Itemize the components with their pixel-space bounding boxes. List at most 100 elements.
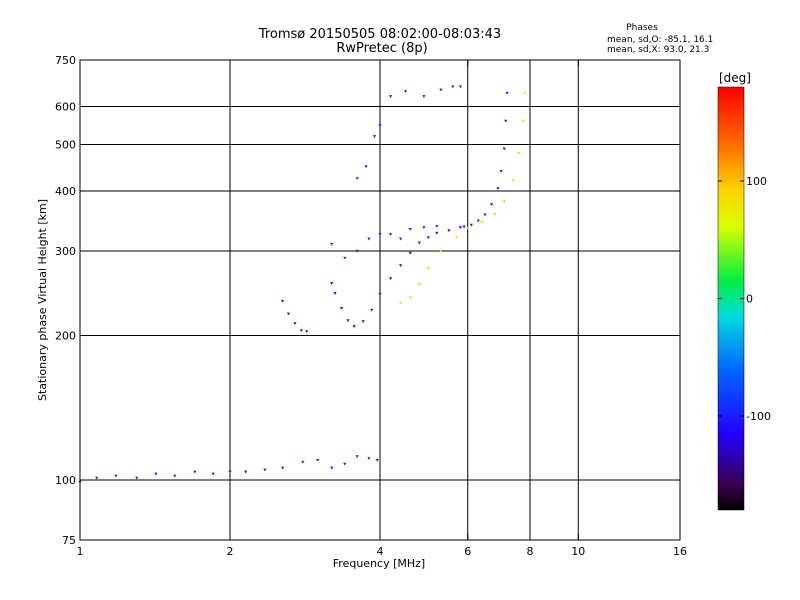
data-point (364, 165, 368, 169)
data-point (305, 330, 309, 334)
data-point (521, 119, 525, 123)
grid-lines (80, 60, 680, 540)
data-point (469, 223, 473, 227)
data-point (426, 267, 430, 270)
data-point (462, 225, 466, 229)
data-point (522, 91, 527, 95)
colorbar-tick-label: -100 (746, 410, 771, 423)
data-point (333, 292, 337, 295)
data-point (458, 85, 463, 89)
data-point (378, 233, 382, 236)
colorbar-ticks: -100 0 100 (718, 175, 771, 423)
data-point (517, 151, 521, 155)
data-point (211, 472, 215, 476)
data-point (499, 169, 503, 173)
data-point (426, 236, 430, 240)
data-point (496, 187, 500, 191)
data-point (375, 458, 379, 462)
data-point (361, 320, 365, 324)
chart-title: Tromsø 20150505 08:02:00-08:03:43 (258, 27, 501, 42)
y-tick-label: 600 (55, 101, 76, 114)
data-point (228, 470, 232, 474)
data-point (346, 319, 350, 323)
data-point (370, 308, 374, 312)
data-point (408, 296, 412, 300)
x-tick-label: 1 (77, 545, 84, 558)
data-points (78, 85, 527, 484)
data-point (388, 277, 393, 281)
data-point (399, 301, 403, 305)
data-point (95, 476, 99, 480)
data-point (422, 95, 426, 98)
y-tick-label: 75 (62, 534, 76, 547)
data-point (408, 228, 412, 231)
data-point (439, 249, 443, 253)
data-point (417, 282, 422, 286)
data-point (435, 231, 439, 235)
y-axis-label: Stationary phase Virtual Height [km] (36, 199, 49, 401)
data-point (399, 264, 403, 267)
chart-subtitle: RwPretec (8p) (336, 41, 427, 56)
colorbar (717, 86, 745, 511)
axis-ticks: 1 2 4 6 8 10 16 75 100 200 300 400 500 600 750 (55, 54, 687, 558)
x-tick-label: 10 (571, 545, 585, 558)
x-tick-label: 16 (673, 545, 687, 558)
data-point (367, 457, 371, 460)
data-point (455, 236, 459, 240)
data-point (378, 292, 382, 296)
data-point (417, 241, 422, 245)
data-point (493, 212, 497, 216)
data-point (154, 472, 158, 476)
data-point (388, 233, 393, 236)
data-point (352, 325, 356, 328)
data-point (316, 458, 320, 462)
data-point (502, 200, 506, 204)
data-point (286, 312, 291, 316)
data-point (330, 282, 334, 285)
data-point (504, 119, 508, 123)
stats-o-mode: mean, sd,O: -85.1, 16.1 (607, 35, 713, 45)
data-point (330, 242, 334, 246)
data-point (451, 85, 455, 89)
x-tick-label: 6 (464, 545, 471, 558)
data-point (403, 90, 408, 94)
stats-x-mode: mean, sd,X: 93.0, 21.3 (607, 45, 709, 55)
data-point (388, 95, 393, 98)
y-tick-label: 200 (55, 330, 76, 343)
data-point (408, 251, 412, 255)
data-point (422, 226, 426, 229)
data-point (476, 219, 480, 223)
data-point (293, 322, 297, 325)
data-point (301, 460, 305, 464)
data-point (280, 466, 285, 470)
data-point (280, 299, 285, 303)
data-point (435, 224, 439, 228)
data-point (490, 203, 494, 207)
colorbar-label: [deg] (719, 71, 751, 85)
colorbar-tick-label: 100 (746, 175, 767, 188)
x-tick-label: 2 (227, 545, 234, 558)
x-axis-label: Frequency [MHz] (333, 557, 425, 570)
data-point (367, 237, 371, 241)
data-point (372, 135, 377, 138)
y-tick-label: 100 (55, 474, 76, 487)
y-tick-label: 500 (55, 139, 76, 152)
data-point (447, 229, 451, 233)
data-point (378, 124, 382, 128)
data-point (330, 466, 334, 470)
x-tick-label: 4 (377, 545, 384, 558)
data-point (355, 177, 359, 181)
data-point (355, 455, 359, 459)
data-point (263, 468, 267, 472)
data-point (173, 474, 177, 478)
data-point (299, 329, 303, 332)
data-point (502, 147, 506, 151)
data-point (458, 226, 463, 229)
data-point (480, 220, 484, 224)
y-tick-label: 750 (55, 54, 76, 67)
data-point (114, 474, 118, 478)
data-point (505, 91, 509, 95)
data-point (340, 307, 344, 310)
data-point (466, 226, 470, 230)
